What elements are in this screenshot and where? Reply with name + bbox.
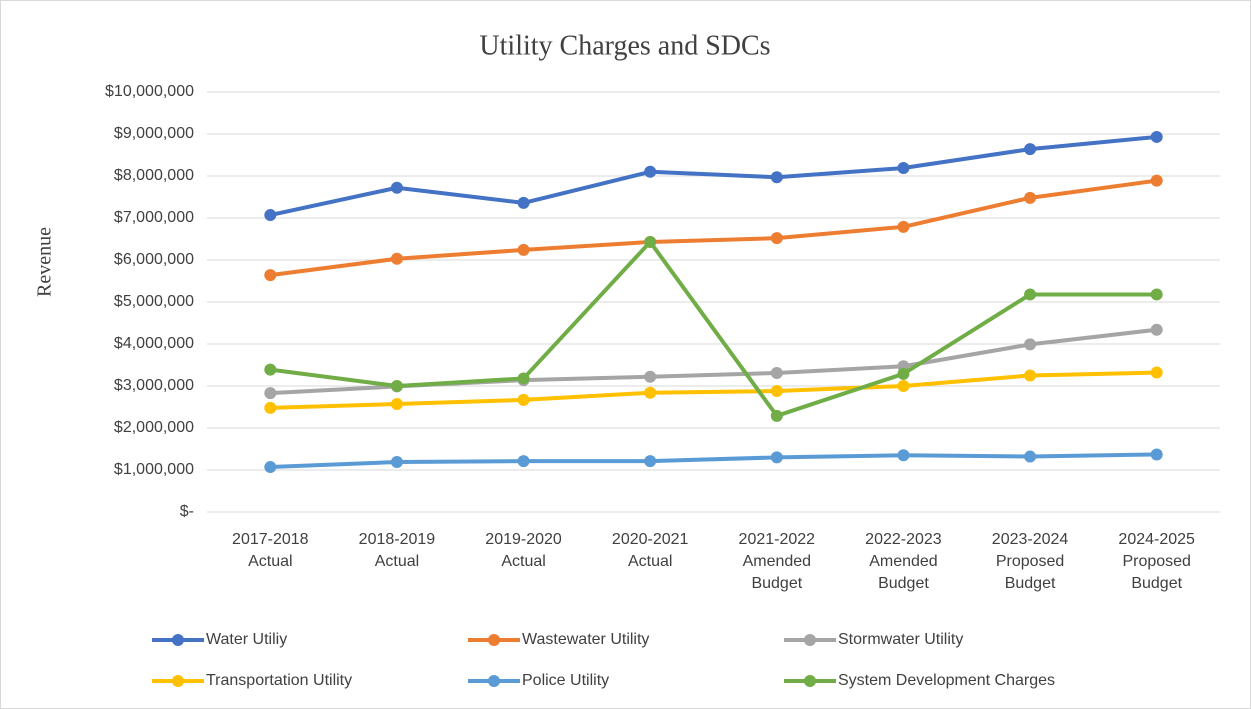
data-point [517, 243, 530, 256]
data-point [1150, 323, 1163, 336]
data-point [517, 196, 530, 209]
data-point [770, 409, 783, 422]
data-point [770, 232, 783, 245]
y-tick-label: $8,000,000 [114, 167, 194, 184]
data-point [1024, 450, 1037, 463]
data-point [1024, 338, 1037, 351]
data-point [644, 165, 657, 178]
data-point [1150, 366, 1163, 379]
data-point [897, 449, 910, 462]
x-tick-label: 2020-2021 Actual [612, 531, 689, 570]
y-tick-label: $4,000,000 [114, 335, 194, 352]
data-point [264, 401, 277, 414]
data-point [644, 235, 657, 248]
data-point [770, 171, 783, 184]
data-point [897, 220, 910, 233]
data-point [1024, 191, 1037, 204]
series-line [270, 178, 1157, 278]
data-point [770, 451, 783, 464]
data-point [1024, 288, 1037, 301]
data-point [770, 366, 783, 379]
x-tick-label: 2017-2018 Actual [232, 531, 309, 570]
legend-label: Police Utility [522, 672, 609, 689]
legend-marker [172, 634, 184, 646]
data-point [897, 380, 910, 392]
legend-label: Transportation Utility [206, 672, 352, 689]
x-tick-label: 2023-2024 Proposed Budget [992, 531, 1069, 592]
y-tick-label: $7,000,000 [114, 209, 194, 226]
data-point [1150, 174, 1163, 187]
legend-label: Water Utiliy [206, 631, 287, 648]
data-point [644, 370, 657, 383]
data-point [517, 455, 530, 468]
legend-marker [804, 675, 816, 687]
y-tick-label: $- [180, 503, 194, 520]
legend-marker [804, 634, 816, 646]
data-point [644, 455, 657, 468]
data-point [1024, 369, 1037, 382]
y-tick-label: $10,000,000 [105, 83, 194, 100]
data-point [897, 162, 910, 175]
legend-marker [488, 675, 500, 687]
data-point [264, 269, 277, 282]
series-line [269, 134, 1157, 218]
data-point [264, 387, 277, 400]
legend-label: System Development Charges [838, 672, 1055, 689]
chart-title: Utility Charges and SDCs [479, 30, 770, 61]
data-point [390, 252, 403, 265]
x-tick-label: 2024-2025 Proposed Budget [1118, 531, 1195, 592]
series-line [270, 239, 1157, 418]
x-tick-label: 2018-2019 Actual [359, 531, 436, 570]
data-point [390, 181, 403, 194]
data-point [644, 386, 657, 399]
x-tick-label: 2019-2020 Actual [485, 531, 562, 570]
data-point [1024, 143, 1037, 156]
data-point [264, 461, 277, 474]
data-point [1150, 288, 1163, 301]
legend-marker [488, 634, 500, 646]
legend-marker [172, 675, 184, 687]
x-tick-label: 2021-2022 Amended Budget [739, 531, 816, 592]
data-point [390, 456, 403, 469]
y-tick-label: $1,000,000 [114, 461, 194, 478]
data-point [264, 363, 277, 376]
y-tick-label: $5,000,000 [114, 293, 194, 310]
data-point [390, 380, 403, 392]
series-line [270, 452, 1157, 470]
data-point [770, 385, 783, 398]
data-point [390, 398, 403, 411]
x-tick-label: 2022-2023 Amended Budget [865, 531, 942, 592]
data-point [1150, 448, 1163, 461]
y-tick-label: $2,000,000 [114, 419, 194, 436]
data-point [517, 393, 530, 406]
data-point [897, 367, 910, 380]
data-point [1150, 130, 1163, 143]
legend-label: Wastewater Utility [522, 631, 649, 648]
data-point [517, 372, 530, 385]
y-tick-label: $9,000,000 [114, 125, 194, 142]
y-axis-label: Revenue [34, 227, 56, 297]
legend-label: Stormwater Utility [838, 631, 963, 648]
data-point [264, 209, 277, 222]
y-tick-label: $3,000,000 [114, 377, 194, 394]
y-tick-label: $6,000,000 [114, 251, 194, 268]
series-line [270, 370, 1157, 410]
